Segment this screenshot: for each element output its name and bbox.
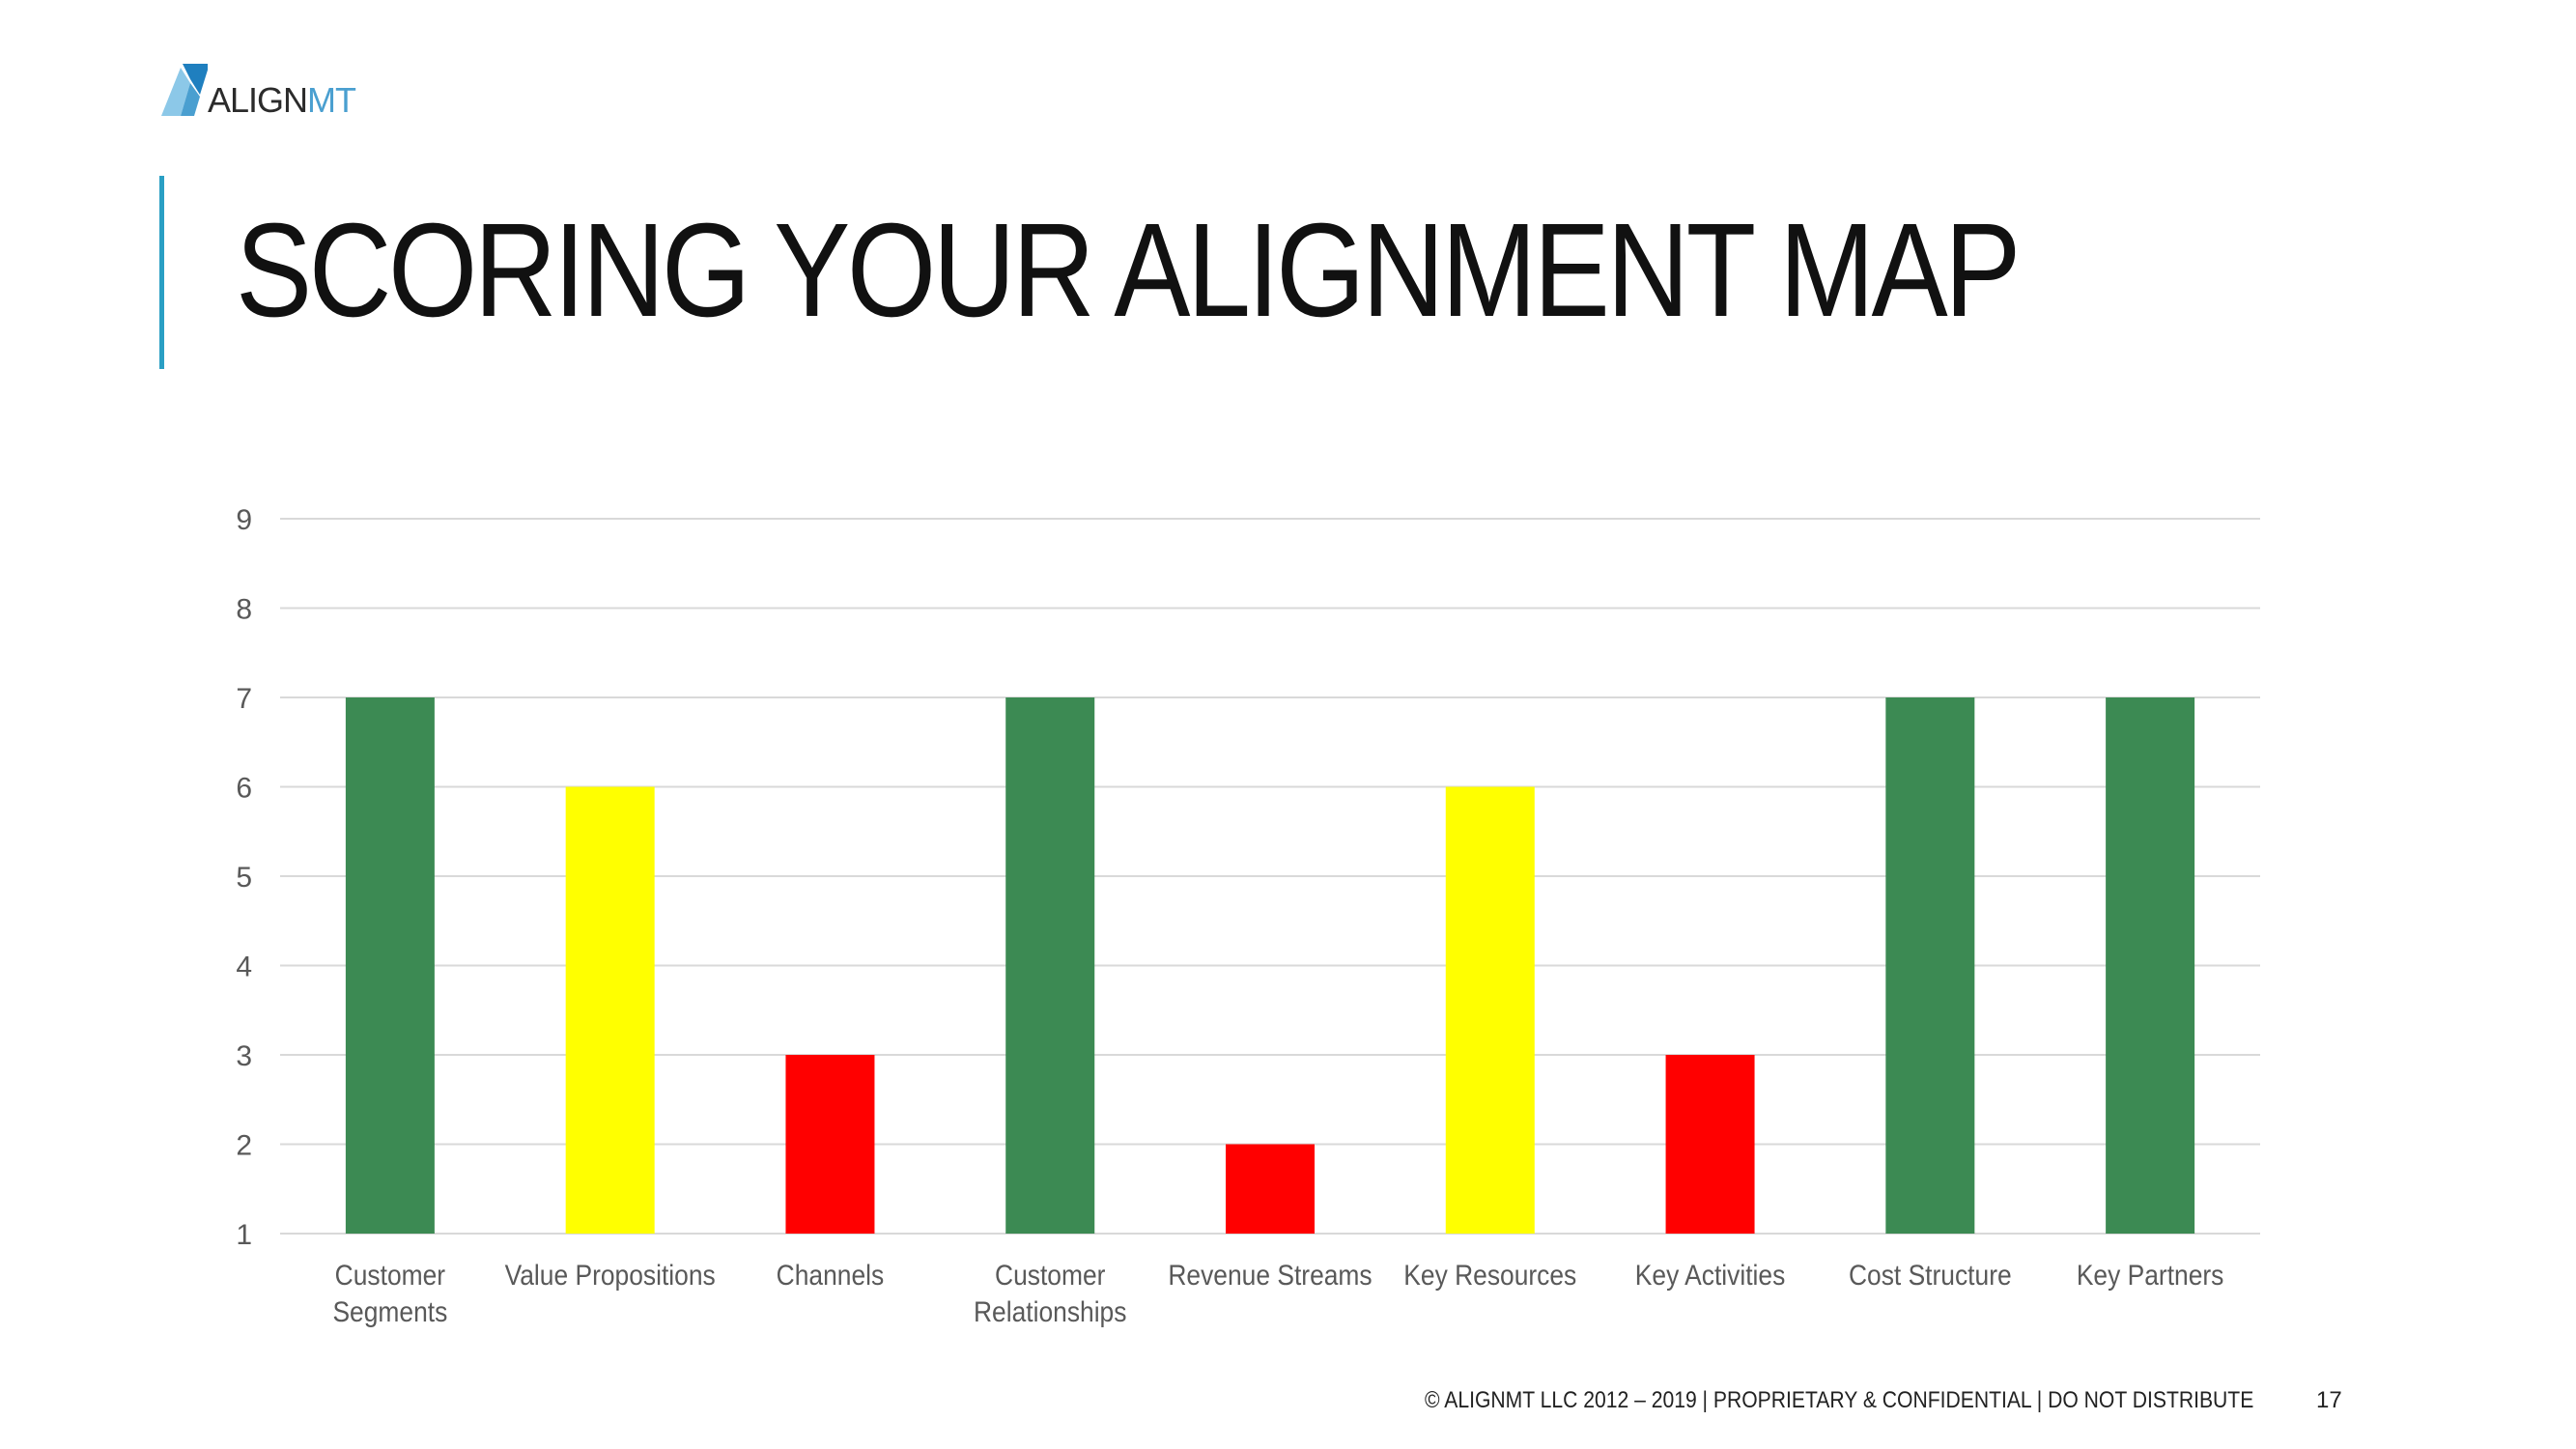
y-tick-label: 4 [236, 952, 252, 983]
chart-bars [345, 697, 2195, 1234]
y-tick-label: 5 [236, 862, 252, 894]
y-tick-label: 1 [236, 1219, 252, 1251]
bar-2 [785, 1055, 875, 1234]
x-tick-label: Revenue Streams [1168, 1258, 1372, 1291]
y-tick-label: 2 [236, 1130, 252, 1162]
alignmt-logo-mark-icon [161, 64, 208, 116]
slide-title: SCORING YOUR ALIGNMENT MAP [236, 196, 2021, 345]
logo-text: ALIGNMT [208, 80, 356, 120]
bar-7 [1885, 697, 1975, 1234]
x-tick-label: Customer Relationships [974, 1258, 1126, 1327]
bar-4 [1226, 1144, 1315, 1234]
logo-text-align: ALIGN [208, 80, 308, 120]
bar-3 [1005, 697, 1095, 1234]
x-tick-label: Value Propositions [505, 1258, 716, 1291]
bar-5 [1445, 786, 1535, 1234]
page-number: 17 [2316, 1387, 2342, 1413]
copyright-footer: © ALIGNMT LLC 2012 – 2019 | PROPRIETARY … [1425, 1387, 2254, 1413]
alignmt-logo: ALIGNMT [161, 62, 374, 122]
y-tick-label: 9 [236, 504, 252, 536]
chart-x-tick-labels: Customer Segments Value Propositions Channe… [332, 1258, 2223, 1327]
y-tick-label: 6 [236, 773, 252, 805]
x-tick-label: Key Resources [1403, 1258, 1576, 1291]
chart-y-tick-labels: 1 2 3 4 5 6 7 8 9 [236, 504, 252, 1251]
x-tick-label: Customer Segments [332, 1258, 447, 1327]
logo-text-mt: MT [307, 80, 356, 120]
bar-8 [2106, 697, 2195, 1234]
title-accent-bar [159, 176, 164, 369]
bar-0 [345, 697, 435, 1234]
y-tick-label: 8 [236, 594, 252, 626]
y-tick-label: 7 [236, 683, 252, 715]
bar-1 [565, 786, 655, 1234]
x-tick-label: Cost Structure [1849, 1258, 2012, 1291]
x-tick-label: Key Partners [2077, 1258, 2224, 1291]
x-tick-label: Channels [777, 1258, 885, 1291]
bar-6 [1665, 1055, 1755, 1234]
y-tick-label: 3 [236, 1040, 252, 1072]
x-tick-label: Key Activities [1635, 1258, 1785, 1291]
